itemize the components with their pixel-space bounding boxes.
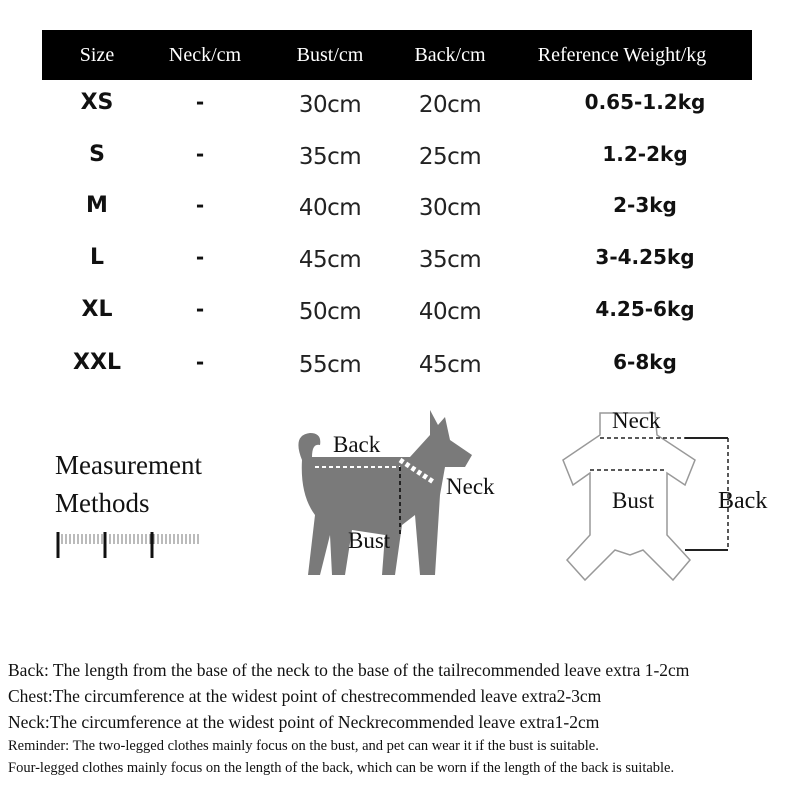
garment-diagram-icon	[562, 412, 729, 582]
cell-weight: 6-8kg	[613, 350, 677, 374]
header-size: Size	[79, 44, 115, 66]
cell-weight: 3-4.25kg	[595, 245, 695, 269]
garment-label-back: Back	[718, 488, 768, 514]
note-neck: Neck:The circumference at the widest poi…	[8, 712, 600, 732]
cell-neck: -	[195, 297, 205, 321]
cell-size: S	[89, 142, 105, 167]
note-back: Back: The length from the base of the ne…	[8, 660, 690, 680]
dog-label-neck: Neck	[446, 474, 495, 499]
cell-weight: 0.65-1.2kg	[584, 90, 706, 114]
cell-weight: 4.25-6kg	[595, 297, 695, 321]
garment-label-bust: Bust	[612, 488, 655, 513]
methods-title-line1: Measurement	[55, 450, 202, 480]
cell-neck: -	[195, 193, 205, 217]
cell-size: XXL	[73, 350, 121, 375]
cell-back: 30cm	[418, 195, 482, 221]
dog-label-back: Back	[333, 432, 381, 457]
cell-weight: 2-3kg	[613, 193, 677, 217]
header-neck: Neck/cm	[168, 44, 242, 66]
methods-title-line2: Methods	[55, 488, 150, 518]
cell-back: 20cm	[418, 92, 482, 118]
note-reminder: Reminder: The two-legged clothes mainly …	[8, 738, 599, 754]
size-table-header: Size Neck/cm Bust/cm Back/cm Reference W…	[42, 30, 752, 80]
cell-back: 25cm	[418, 144, 482, 170]
cell-bust: 45cm	[298, 247, 362, 273]
ruler-icon	[56, 532, 199, 558]
cell-back: 40cm	[418, 299, 482, 325]
cell-bust: 40cm	[298, 195, 362, 221]
header-bust: Bust/cm	[296, 44, 364, 66]
header-weight: Reference Weight/kg	[537, 44, 707, 66]
dog-label-bust: Bust	[348, 528, 391, 553]
cell-neck: -	[195, 245, 205, 269]
cell-neck: -	[195, 90, 205, 114]
header-back: Back/cm	[414, 44, 486, 66]
cell-back: 35cm	[418, 247, 482, 273]
cell-size: XS	[80, 90, 114, 115]
cell-bust: 35cm	[298, 144, 362, 170]
note-chest: Chest:The circumference at the widest po…	[8, 686, 602, 706]
cell-size: L	[89, 245, 105, 270]
cell-bust: 50cm	[298, 299, 362, 325]
cell-size: M	[86, 193, 108, 218]
cell-neck: -	[195, 350, 205, 374]
cell-neck: -	[195, 142, 205, 166]
dog-silhouette-icon	[298, 410, 472, 575]
cell-back: 45cm	[418, 352, 482, 378]
cell-bust: 55cm	[298, 352, 362, 378]
cell-size: XL	[81, 297, 113, 322]
cell-bust: 30cm	[298, 92, 362, 118]
cell-weight: 1.2-2kg	[602, 142, 688, 166]
garment-label-neck: Neck	[612, 408, 661, 433]
note-four-legged: Four-legged clothes mainly focus on the …	[8, 760, 675, 776]
